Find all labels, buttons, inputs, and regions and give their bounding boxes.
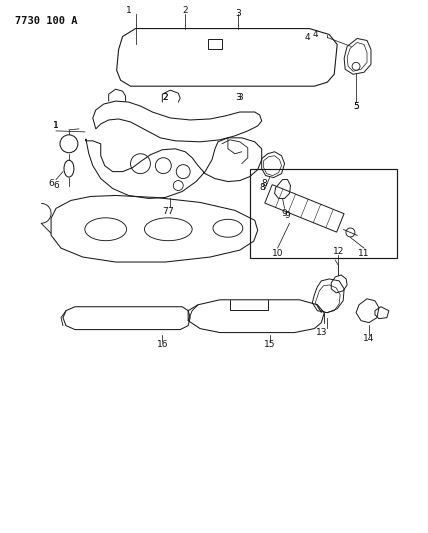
- Text: 3: 3: [235, 93, 241, 102]
- Text: 1: 1: [53, 122, 59, 131]
- Text: 14: 14: [363, 334, 374, 343]
- Text: 6: 6: [53, 181, 59, 190]
- Text: 12: 12: [333, 247, 344, 256]
- Text: 7730 100 A: 7730 100 A: [15, 15, 78, 26]
- Bar: [250, 168, 397, 258]
- Text: 15: 15: [264, 340, 275, 349]
- Text: 16: 16: [157, 340, 168, 349]
- Text: 5: 5: [353, 102, 359, 110]
- Text: 8: 8: [262, 179, 268, 188]
- Text: 7: 7: [167, 207, 173, 216]
- Text: 1: 1: [126, 6, 131, 15]
- Text: 7: 7: [163, 207, 168, 216]
- Text: 11: 11: [358, 248, 370, 257]
- Text: 9: 9: [285, 211, 290, 220]
- Text: 3: 3: [235, 9, 241, 18]
- Text: 9: 9: [282, 209, 288, 218]
- Text: 8: 8: [260, 183, 265, 192]
- Text: 10: 10: [272, 248, 283, 257]
- Text: 6: 6: [48, 179, 54, 188]
- Text: 4: 4: [305, 33, 310, 42]
- Text: 2: 2: [163, 93, 168, 102]
- Text: 4: 4: [312, 30, 318, 39]
- Text: 1: 1: [53, 122, 59, 131]
- Text: 3: 3: [237, 93, 243, 102]
- Text: 13: 13: [315, 328, 327, 337]
- Text: 2: 2: [163, 93, 168, 102]
- Text: 5: 5: [353, 102, 359, 110]
- Text: 2: 2: [182, 6, 188, 15]
